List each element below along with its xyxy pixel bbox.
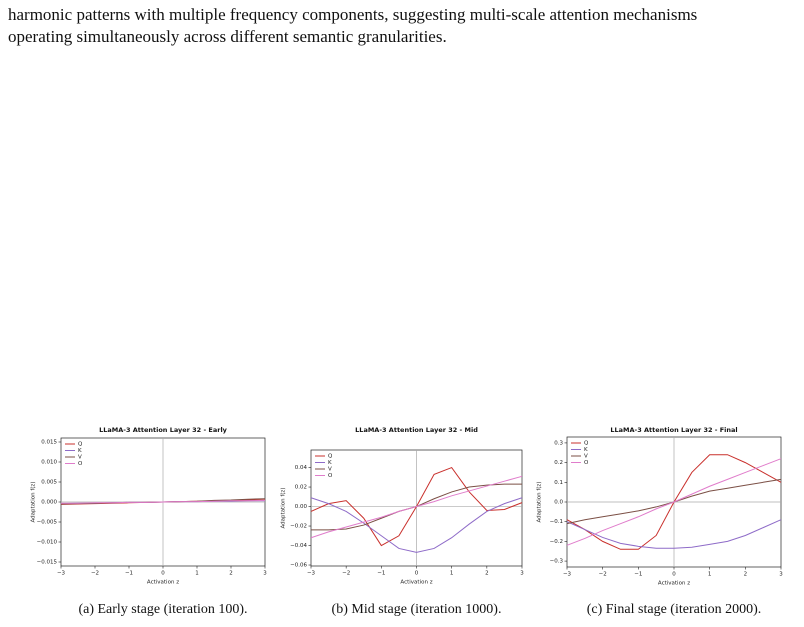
y-tick-label: 0.0 — [554, 500, 563, 506]
x-tick-label: 1 — [450, 571, 454, 577]
x-tick-label: −3 — [307, 571, 316, 577]
x-tick-label: −3 — [57, 571, 66, 577]
x-tick-label: −2 — [342, 571, 350, 577]
x-tick-label: 0 — [415, 571, 419, 577]
y-tick-label: 0.00 — [295, 504, 308, 510]
paragraph-line: harmonic patterns with multiple frequenc… — [8, 5, 697, 24]
y-tick-label: 0.3 — [554, 440, 563, 446]
y-tick-label: −0.02 — [290, 524, 307, 530]
series-line — [310, 497, 523, 553]
x-tick-label: 2 — [485, 571, 489, 577]
x-axis-label: Activation z — [400, 580, 432, 586]
chart-title: LLaMA-3 Attention Layer 32 - Mid — [355, 426, 478, 434]
x-tick-label: 3 — [520, 571, 524, 577]
x-axis-label: Activation z — [147, 580, 179, 586]
x-tick-label: 0 — [161, 571, 165, 577]
legend-label: Q — [78, 442, 83, 448]
legend-label: K — [78, 448, 82, 454]
y-tick-label: −0.1 — [550, 519, 563, 525]
legend-label: Q — [328, 454, 333, 460]
y-tick-label: −0.010 — [37, 540, 58, 546]
x-tick-label: 2 — [229, 571, 233, 577]
y-tick-label: −0.2 — [550, 539, 563, 545]
paragraph-line: operating simultaneously across differen… — [8, 27, 447, 46]
x-tick-label: −2 — [599, 572, 607, 578]
chart-title: LLaMA-3 Attention Layer 32 - Final — [610, 426, 737, 434]
x-tick-label: −1 — [377, 571, 385, 577]
series-line — [310, 475, 523, 539]
legend-label: V — [78, 455, 82, 461]
legend-label: K — [328, 460, 332, 466]
y-axis-label: Adaptation f(z) — [537, 482, 543, 523]
x-tick-label: 1 — [708, 572, 712, 578]
legend-label: K — [584, 447, 588, 453]
x-tick-label: −2 — [91, 571, 99, 577]
y-tick-label: 0.04 — [295, 465, 308, 471]
x-tick-label: −3 — [563, 572, 572, 578]
caption: (c) Final stage (iteration 2000). — [587, 602, 762, 617]
y-tick-label: 0.000 — [41, 500, 57, 506]
legend-label: V — [584, 454, 588, 460]
series-line — [566, 458, 782, 546]
legend-label: O — [78, 461, 83, 467]
x-tick-label: 0 — [672, 572, 676, 578]
x-tick-label: 2 — [744, 572, 748, 578]
legend-label: O — [328, 473, 333, 479]
y-tick-label: 0.005 — [41, 480, 57, 486]
y-tick-label: 0.1 — [554, 480, 563, 486]
y-axis-label: Adaptation f(z) — [31, 482, 37, 523]
y-tick-label: −0.005 — [37, 520, 58, 526]
y-tick-label: −0.015 — [37, 560, 58, 566]
x-axis-label: Activation z — [658, 581, 690, 587]
x-tick-label: 1 — [195, 571, 199, 577]
y-tick-label: −0.06 — [290, 563, 307, 569]
series-line — [61, 499, 266, 504]
x-tick-label: −1 — [125, 571, 133, 577]
x-tick-label: 3 — [263, 571, 267, 577]
y-tick-label: 0.02 — [295, 485, 307, 491]
series-line — [566, 519, 782, 549]
chart-title: LLaMA-3 Attention Layer 32 - Early — [99, 426, 228, 434]
y-tick-label: 0.010 — [41, 460, 57, 466]
y-tick-label: 0.015 — [41, 440, 57, 446]
x-tick-label: 3 — [779, 572, 783, 578]
y-axis-label: Adaptation f(z) — [281, 488, 287, 529]
legend-label: Q — [584, 441, 589, 447]
caption: (a) Early stage (iteration 100). — [78, 602, 247, 617]
y-tick-label: −0.3 — [550, 559, 564, 565]
legend-label: V — [328, 467, 332, 473]
legend-label: O — [584, 460, 589, 466]
y-tick-label: −0.04 — [290, 543, 307, 549]
y-tick-label: 0.2 — [554, 460, 563, 466]
caption: (b) Mid stage (iteration 1000). — [332, 602, 502, 617]
x-tick-label: −1 — [634, 572, 642, 578]
